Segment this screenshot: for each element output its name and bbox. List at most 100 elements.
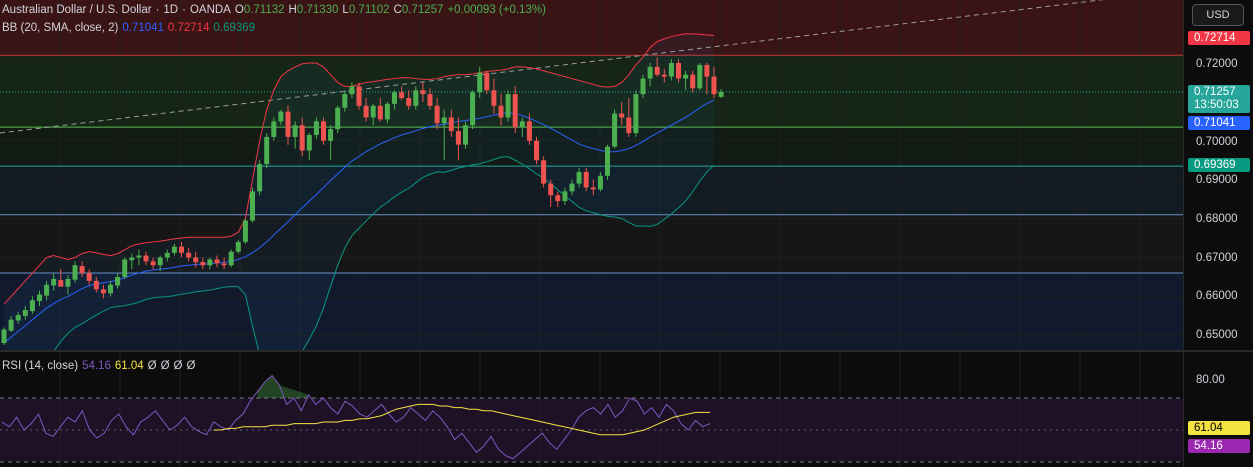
candle-body <box>250 191 255 221</box>
rsi-na-value: Ø <box>160 360 170 372</box>
ohlc-open: O0.71132 <box>235 4 285 16</box>
candle-body <box>29 300 35 312</box>
rsi-tick: 80.00 <box>1196 374 1225 386</box>
price-tick: 0.65000 <box>1196 329 1238 341</box>
candle-body <box>164 252 170 258</box>
candle-countdown: 13:50:03 <box>1194 99 1239 111</box>
candle-body <box>413 90 419 106</box>
candle-body <box>392 92 397 104</box>
candle-body <box>72 265 78 280</box>
price-tick: 0.68000 <box>1196 213 1238 225</box>
candle-body <box>108 284 113 294</box>
broker: OANDA <box>189 4 231 16</box>
candle-body <box>377 105 383 120</box>
candle-body <box>292 125 298 137</box>
candle-body <box>299 125 305 151</box>
zone-background <box>0 273 1183 350</box>
candle-body <box>590 187 596 190</box>
rsi-label[interactable]: RSI (14, close) <box>2 360 79 372</box>
candle-body <box>683 74 689 79</box>
candle-body <box>335 107 341 130</box>
candle-body <box>342 94 348 108</box>
candle-body <box>555 195 561 202</box>
candle-body <box>129 257 135 261</box>
candle-body <box>619 113 625 118</box>
candle-body <box>519 121 525 128</box>
ohlc-low-label: L <box>342 4 349 16</box>
price-tick: 0.72000 <box>1196 58 1238 70</box>
candle-body <box>214 259 220 264</box>
candle-body <box>498 105 504 118</box>
symbol-name[interactable]: Australian Dollar / U.S. Dollar <box>2 4 152 16</box>
candle-body <box>271 121 277 137</box>
price-chart-pane[interactable]: Australian Dollar / U.S. Dollar · 1D · O… <box>0 0 1183 350</box>
candle-body <box>356 86 362 106</box>
rsi-overbought-fill <box>257 375 309 398</box>
rsi-value-tag: 54.16 <box>1188 439 1250 453</box>
candle-body <box>51 278 57 286</box>
candle-body <box>399 92 405 99</box>
candle-body <box>491 90 497 106</box>
candle-body <box>193 257 199 263</box>
candle-body <box>79 266 85 274</box>
candle-body <box>150 261 156 266</box>
candle-body <box>171 246 177 253</box>
candle-body <box>612 113 618 147</box>
ohlc-low-value: 0.71102 <box>348 4 390 16</box>
rsi-na-value: Ø <box>147 360 157 372</box>
ohlc-open-value: 0.71132 <box>243 4 285 16</box>
candle-body <box>690 74 696 89</box>
candle-body <box>136 255 142 258</box>
candle-body <box>420 90 426 95</box>
candle-body <box>122 259 128 277</box>
rsi-pane[interactable]: RSI (14, close) 54.16 61.04 Ø Ø Ø Ø <box>0 352 1183 467</box>
currency-button[interactable]: USD <box>1192 4 1244 26</box>
candle-body <box>526 121 532 141</box>
candle-body <box>100 289 106 294</box>
zone-background <box>0 214 1183 274</box>
bb-basis-line <box>3 99 715 344</box>
lower-band-price-tag: 0.69369 <box>1188 158 1250 172</box>
ohlc-close-value: 0.71257 <box>401 4 444 16</box>
candle-body <box>157 257 163 266</box>
candle-body <box>313 121 319 135</box>
last-price-tag: 0.71257 13:50:03 <box>1188 85 1250 113</box>
rsi-ma-tag: 61.04 <box>1188 421 1250 435</box>
price-tick: 0.67000 <box>1196 252 1238 264</box>
candle-body <box>512 94 518 128</box>
trend-line <box>0 0 1105 134</box>
timeframe[interactable]: 1D <box>163 4 179 16</box>
price-scale[interactable]: USD 0.72714 0.72000 0.71257 13:50:03 0.7… <box>1183 0 1253 350</box>
candle-body <box>470 92 476 126</box>
candle-body <box>463 125 468 145</box>
symbol-legend: Australian Dollar / U.S. Dollar · 1D · O… <box>2 4 546 16</box>
candle-body <box>200 262 206 266</box>
rsi-canvas[interactable] <box>0 352 1183 467</box>
pane-divider[interactable] <box>0 350 1253 352</box>
upper-band-price-tag: 0.72714 <box>1188 31 1250 45</box>
legend-separator: · <box>155 4 160 16</box>
candle-body <box>548 183 554 196</box>
bb-legend[interactable]: BB (20, SMA, close, 2) 0.71041 0.72714 0… <box>2 22 255 34</box>
basis-price-tag: 0.71041 <box>1188 116 1250 130</box>
candle-body <box>264 136 270 165</box>
candle-body <box>115 276 121 286</box>
price-tick: 0.70000 <box>1196 136 1238 148</box>
candle-body <box>455 131 461 145</box>
ohlc-high-label: H <box>288 4 297 16</box>
candle-body <box>8 319 14 331</box>
price-chart-canvas[interactable] <box>0 0 1183 350</box>
ohlc-open-label: O <box>234 4 244 16</box>
candle-body <box>186 252 192 258</box>
bb-label[interactable]: BB (20, SMA, close, 2) <box>2 22 119 34</box>
ohlc-low: L0.71102 <box>342 4 389 16</box>
rsi-value: 54.16 <box>82 360 111 372</box>
zone-background <box>0 166 1183 215</box>
rsi-legend[interactable]: RSI (14, close) 54.16 61.04 Ø Ø Ø Ø <box>2 360 195 372</box>
candle-body <box>143 255 149 262</box>
candle-body <box>718 91 724 97</box>
rsi-scale[interactable]: 80.00 61.04 54.16 <box>1183 352 1253 467</box>
ohlc-close: C0.71257 <box>394 4 444 16</box>
candle-body <box>448 117 454 132</box>
zone-background <box>0 55 1183 128</box>
